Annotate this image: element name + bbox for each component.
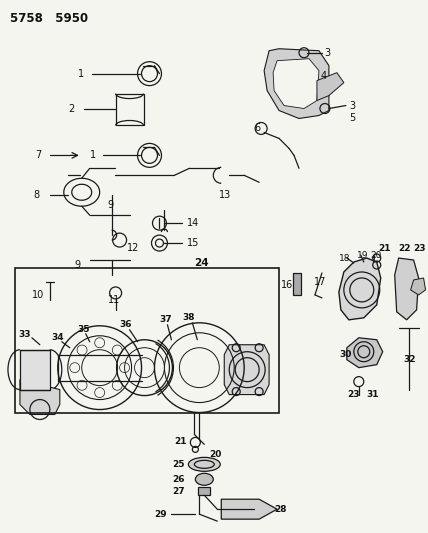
Text: 20: 20 [371, 251, 382, 260]
Text: 1: 1 [90, 150, 96, 160]
Text: 21: 21 [379, 244, 391, 253]
Polygon shape [317, 72, 344, 101]
Polygon shape [273, 59, 319, 109]
Ellipse shape [188, 457, 220, 471]
Text: 18: 18 [339, 254, 351, 263]
Text: 20: 20 [209, 450, 222, 459]
Text: 38: 38 [182, 313, 195, 322]
Text: 5: 5 [349, 114, 355, 124]
Polygon shape [347, 338, 383, 368]
Text: 11: 11 [107, 295, 120, 305]
Text: 25: 25 [172, 460, 185, 469]
Polygon shape [264, 49, 329, 118]
Text: 13: 13 [219, 190, 232, 200]
Text: 12: 12 [127, 243, 139, 253]
Text: 19: 19 [357, 251, 369, 260]
Text: 31: 31 [367, 390, 379, 399]
Text: 7: 7 [35, 150, 41, 160]
Polygon shape [395, 258, 419, 320]
Text: 9: 9 [107, 200, 114, 210]
Text: 35: 35 [78, 325, 90, 334]
Text: 29: 29 [155, 510, 167, 519]
Text: 4: 4 [321, 71, 327, 80]
Text: 22: 22 [398, 244, 411, 253]
Bar [293, 273, 301, 295]
Bar [20, 350, 50, 390]
Text: 6: 6 [254, 124, 260, 133]
Text: 28: 28 [274, 505, 287, 514]
Bar [15, 268, 279, 413]
Text: 16: 16 [281, 280, 293, 290]
Text: 15: 15 [187, 238, 200, 248]
Polygon shape [339, 258, 381, 320]
Text: 3: 3 [324, 48, 330, 58]
Text: 14: 14 [187, 218, 199, 228]
Text: 1: 1 [78, 69, 84, 79]
Text: 23: 23 [413, 244, 426, 253]
Text: 2: 2 [68, 103, 74, 114]
Text: 24: 24 [194, 258, 209, 268]
Text: 3: 3 [349, 101, 355, 110]
Text: 36: 36 [119, 320, 132, 329]
Ellipse shape [195, 473, 213, 485]
Text: 34: 34 [52, 333, 65, 342]
Text: 21: 21 [175, 437, 187, 446]
Text: 26: 26 [172, 475, 185, 484]
Text: 37: 37 [160, 316, 172, 324]
Polygon shape [20, 379, 60, 415]
Polygon shape [410, 278, 425, 295]
Polygon shape [224, 345, 269, 394]
Text: 8: 8 [33, 190, 39, 200]
Text: 10: 10 [32, 290, 44, 300]
Text: 33: 33 [18, 330, 30, 340]
Polygon shape [221, 499, 277, 519]
Text: 9: 9 [75, 260, 81, 270]
Text: 30: 30 [340, 350, 352, 359]
Text: 23: 23 [347, 390, 360, 399]
Bar [116, 94, 143, 125]
Text: 17: 17 [314, 277, 326, 287]
Text: 5758   5950: 5758 5950 [10, 12, 88, 26]
Bar [198, 487, 210, 495]
Text: 27: 27 [172, 487, 185, 496]
Text: 32: 32 [404, 355, 416, 364]
